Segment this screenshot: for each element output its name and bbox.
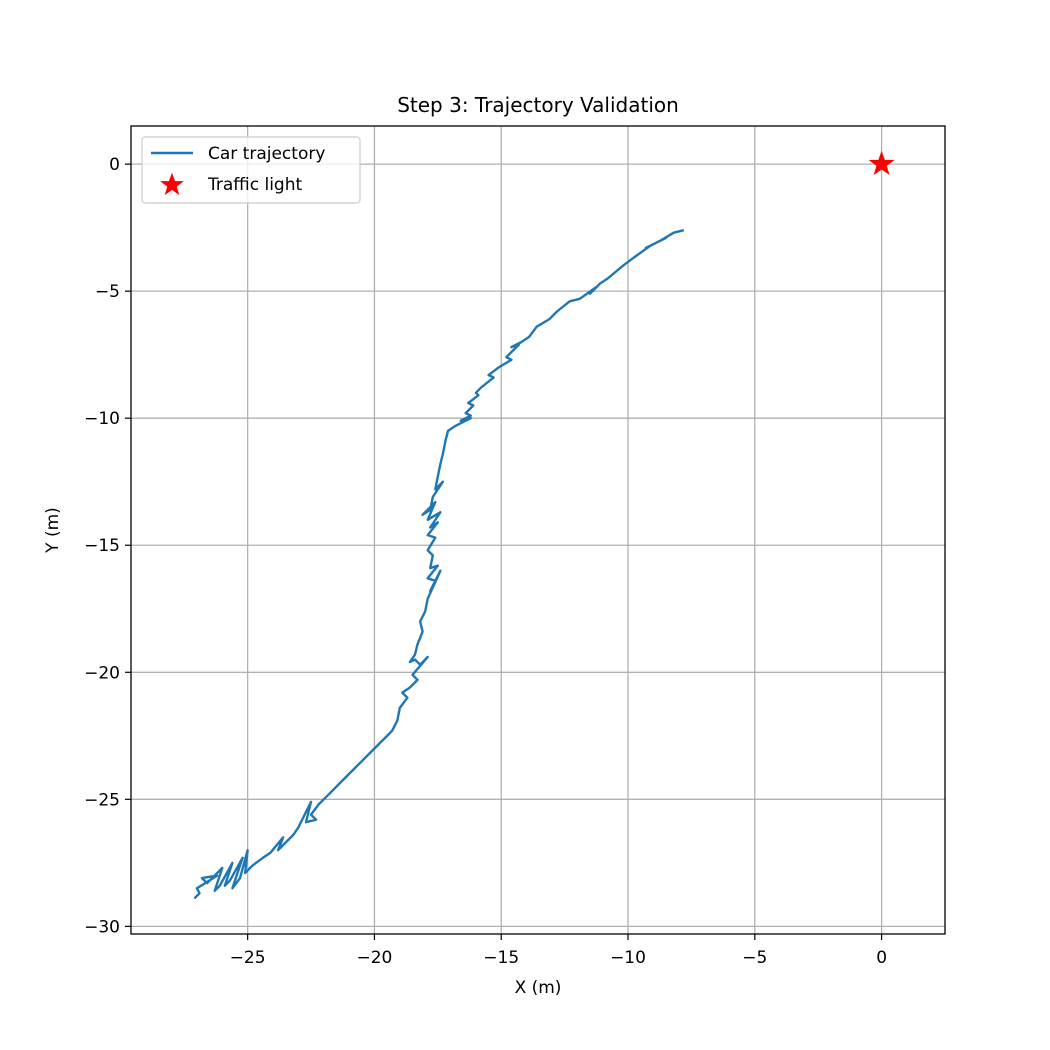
x-tick-label: −5 [742, 948, 767, 968]
x-axis-label: X (m) [515, 978, 562, 998]
x-tick-label: −25 [230, 948, 266, 968]
traffic-light-marker [868, 150, 895, 176]
legend-star-icon [160, 172, 184, 196]
x-tick-label: −10 [610, 948, 646, 968]
chart-title: Step 3: Trajectory Validation [397, 93, 679, 117]
y-tick-label: −20 [84, 663, 120, 683]
y-tick-label: 0 [109, 155, 120, 175]
y-tick-label: −25 [84, 790, 120, 810]
x-tick-label: 0 [876, 948, 887, 968]
plot-frame [130, 125, 946, 935]
x-tick-label: −15 [483, 948, 519, 968]
y-tick-label: −5 [95, 282, 120, 302]
x-axis-ticks: −25 −20 −15 −10 −5 0 [230, 934, 887, 968]
y-axis-ticks: 0 −5 −10 −15 −20 −25 −30 [84, 155, 131, 937]
y-tick-label: −10 [84, 409, 120, 429]
legend: Car trajectory Traffic light [141, 136, 361, 204]
data-layer [193, 150, 895, 900]
y-tick-label: −30 [84, 917, 120, 937]
gridlines [131, 126, 945, 934]
y-tick-label: −15 [84, 536, 120, 556]
legend-label-traffic-light: Traffic light [207, 175, 302, 195]
x-tick-label: −20 [356, 948, 392, 968]
y-axis-label: Y (m) [43, 507, 63, 554]
legend-label-car-trajectory: Car trajectory [208, 144, 325, 164]
legend-box [141, 136, 361, 204]
car-trajectory-line [193, 229, 685, 900]
